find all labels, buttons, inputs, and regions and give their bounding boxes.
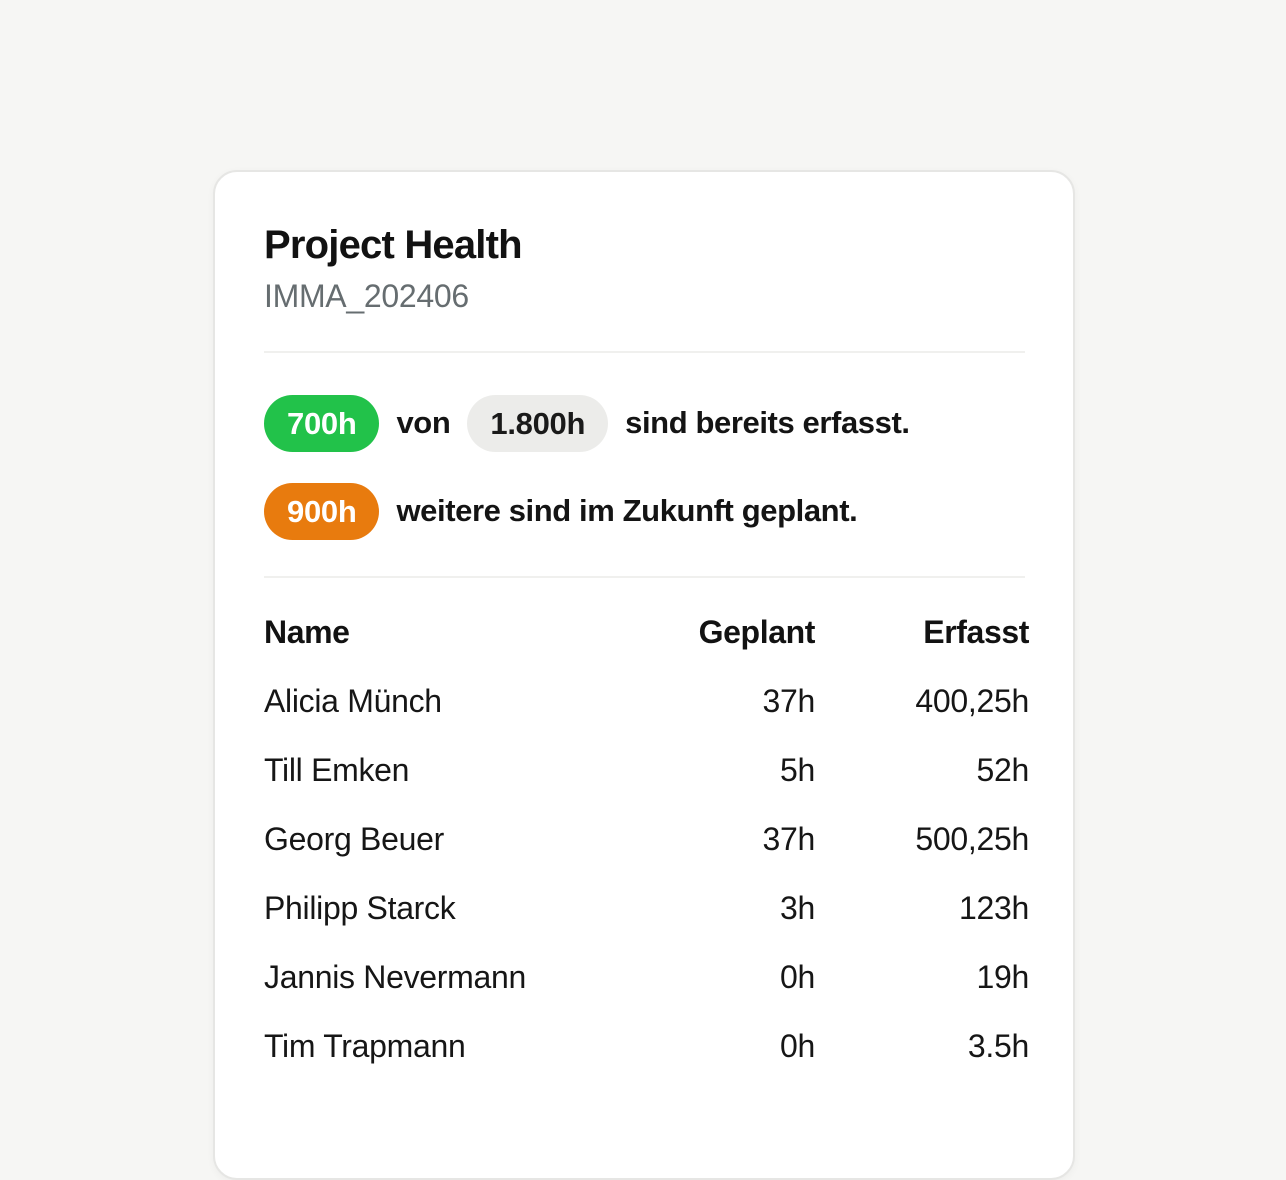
summary-connector-text: von — [396, 405, 451, 441]
cell-geplant: 0h — [780, 1027, 815, 1064]
table-row: Jannis Nevermann 0h 19h — [264, 943, 1029, 1012]
cell-geplant: 3h — [780, 889, 815, 926]
cell-erfasst: 19h — [976, 958, 1030, 995]
card-header: Project Health IMMA_202406 — [264, 222, 1025, 315]
cell-name: Alicia Münch — [264, 682, 442, 719]
column-header-geplant: Geplant — [698, 613, 816, 650]
cell-erfasst: 123h — [959, 889, 1029, 926]
table-row: Philipp Starck 3h 123h — [264, 874, 1029, 943]
table-row: Tim Trapmann 0h 3.5h — [264, 1012, 1029, 1081]
divider-middle — [264, 575, 1025, 578]
cell-geplant: 0h — [780, 958, 815, 995]
cell-erfasst: 400,25h — [915, 682, 1029, 719]
recorded-summary-text: sind bereits erfasst. — [625, 405, 910, 441]
hours-table: Name Geplant Erfasst Alicia Münch 37h 40… — [264, 598, 1029, 1081]
project-id-subtitle: IMMA_202406 — [264, 278, 469, 314]
cell-geplant: 5h — [780, 751, 815, 788]
cell-name: Tim Trapmann — [264, 1027, 466, 1064]
recorded-summary-line: 700h von 1.800h sind bereits erfasst. — [264, 394, 1025, 452]
cell-geplant: 37h — [762, 682, 816, 719]
planned-hours-badge: 900h — [264, 482, 380, 540]
table-header-row: Name Geplant Erfasst — [264, 598, 1029, 667]
total-hours-badge: 1.800h — [467, 394, 609, 452]
table-row: Alicia Münch 37h 400,25h — [264, 667, 1029, 736]
hours-summary: 700h von 1.800h sind bereits erfasst. 90… — [264, 394, 1025, 540]
cell-geplant: 37h — [762, 820, 816, 857]
cell-name: Philipp Starck — [264, 889, 456, 926]
planned-summary-text: weitere sind im Zukunft geplant. — [396, 493, 858, 529]
project-health-card: Project Health IMMA_202406 700h von 1.80… — [213, 170, 1075, 1180]
cell-erfasst: 500,25h — [915, 820, 1029, 857]
cell-name: Georg Beuer — [264, 820, 444, 857]
page-title: Project Health — [264, 223, 523, 267]
cell-erfasst: 52h — [976, 751, 1030, 788]
cell-erfasst: 3.5h — [967, 1027, 1029, 1064]
column-header-erfasst: Erfasst — [923, 613, 1029, 650]
divider-top — [264, 350, 1025, 353]
cell-name: Jannis Nevermann — [264, 958, 526, 995]
recorded-hours-badge: 700h — [264, 394, 380, 452]
planned-summary-line: 900h weitere sind im Zukunft geplant. — [264, 482, 1025, 540]
column-header-name: Name — [264, 613, 350, 650]
cell-name: Till Emken — [264, 751, 410, 788]
table-row: Georg Beuer 37h 500,25h — [264, 805, 1029, 874]
table-row: Till Emken 5h 52h — [264, 736, 1029, 805]
